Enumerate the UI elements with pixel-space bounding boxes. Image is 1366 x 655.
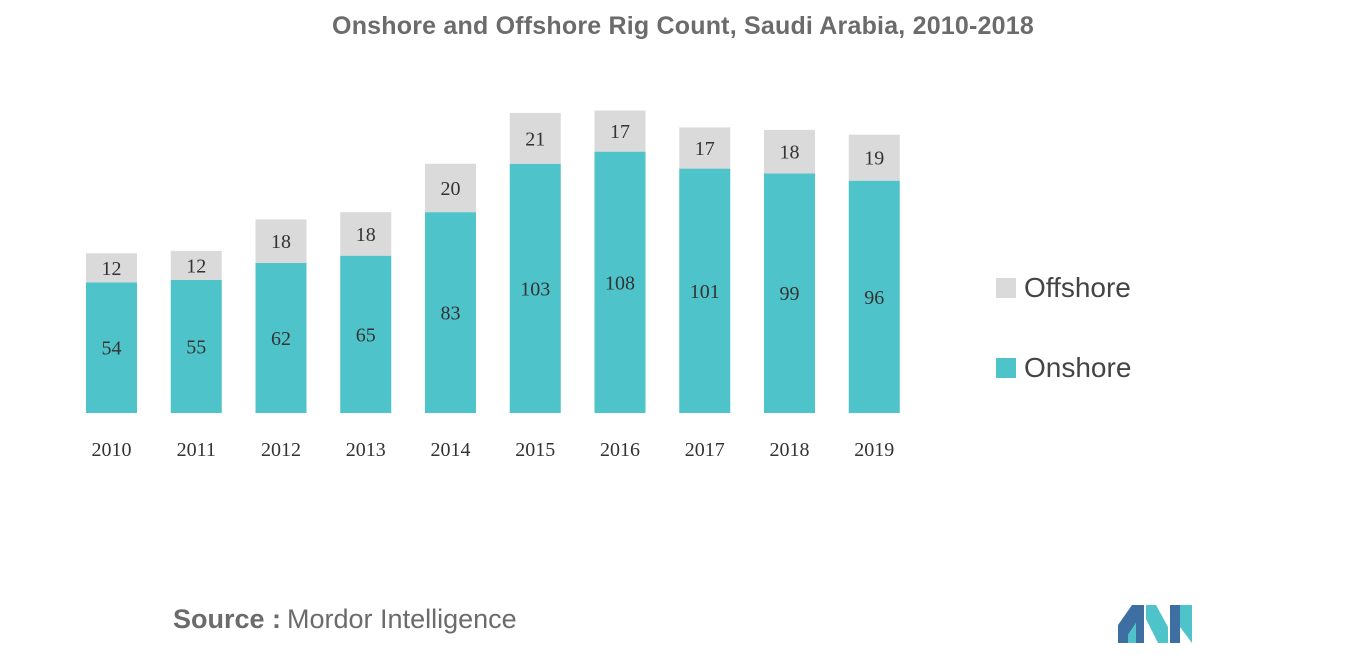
bar-onshore-2011 [170, 279, 222, 413]
source-prefix: Source : [173, 604, 282, 634]
bar-offshore-2011 [170, 250, 222, 280]
bar-onshore-2017 [679, 168, 731, 413]
bar-onshore-2013 [340, 255, 392, 413]
legend-swatch-offshore [996, 278, 1016, 298]
bar-onshore-2019 [848, 180, 900, 413]
bar-offshore-2019 [848, 134, 900, 181]
legend-item-offshore: Offshore [996, 270, 1131, 306]
legend-item-onshore: Onshore [996, 350, 1131, 386]
legend-label-offshore: Offshore [1024, 272, 1131, 303]
data-label-offshore-2010: 12 [102, 258, 122, 280]
x-tick-label-2011: 2011 [177, 439, 216, 461]
bar-offshore-2013 [340, 212, 392, 256]
data-label-offshore-2019: 19 [864, 148, 884, 170]
data-label-offshore-2018: 18 [780, 142, 800, 164]
data-label-onshore-2018: 99 [780, 283, 800, 305]
data-label-offshore-2013: 18 [356, 224, 376, 246]
x-tick-label-2016: 2016 [600, 439, 640, 461]
x-tick-label-2010: 2010 [92, 439, 132, 461]
x-tick-label-2015: 2015 [515, 439, 555, 461]
data-label-offshore-2011: 12 [186, 255, 206, 277]
bar-offshore-2010 [86, 253, 137, 283]
data-label-onshore-2014: 83 [441, 303, 461, 325]
data-label-offshore-2014: 20 [441, 178, 461, 200]
bar-onshore-2014 [425, 212, 476, 413]
bar-offshore-2018 [764, 129, 815, 174]
data-label-onshore-2012: 62 [271, 328, 291, 350]
x-tick-label-2017: 2017 [685, 439, 725, 461]
source-text: Mordor Intelligence [287, 604, 517, 634]
data-label-onshore-2011: 55 [186, 336, 206, 358]
bar-offshore-2015 [509, 112, 561, 164]
x-tick-label-2014: 2014 [431, 439, 471, 461]
data-label-offshore-2015: 21 [525, 128, 545, 150]
x-tick-label-2013: 2013 [346, 439, 386, 461]
data-label-onshore-2016: 108 [605, 272, 635, 294]
bar-onshore-2016 [594, 151, 646, 413]
x-tick-label-2019: 2019 [854, 439, 894, 461]
bar-offshore-2014 [425, 163, 476, 213]
chart-title: Onshore and Offshore Rig Count, Saudi Ar… [332, 12, 1034, 40]
bar-onshore-2012 [255, 262, 307, 413]
data-label-offshore-2016: 17 [610, 121, 630, 143]
data-label-onshore-2017: 101 [690, 281, 720, 303]
data-label-onshore-2015: 103 [520, 278, 550, 300]
bar-offshore-2016 [594, 110, 646, 152]
bar-onshore-2010 [86, 282, 137, 413]
legend-swatch-onshore [996, 358, 1016, 378]
x-tick-label-2018: 2018 [770, 439, 810, 461]
bar-onshore-2015 [509, 163, 561, 413]
bar-offshore-2012 [255, 219, 307, 263]
data-label-onshore-2010: 54 [102, 338, 122, 360]
bar-offshore-2017 [679, 127, 731, 169]
bar-onshore-2018 [764, 173, 815, 413]
x-tick-label-2012: 2012 [261, 439, 301, 461]
legend: Offshore Onshore [996, 270, 1131, 430]
mordor-intelligence-logo-icon [1118, 605, 1192, 643]
data-label-onshore-2013: 65 [356, 324, 376, 346]
legend-label-onshore: Onshore [1024, 352, 1132, 383]
source-note: Source : Mordor Intelligence [173, 604, 517, 635]
data-label-offshore-2017: 17 [695, 138, 715, 160]
data-label-onshore-2019: 96 [864, 287, 884, 309]
data-label-offshore-2012: 18 [271, 231, 291, 253]
